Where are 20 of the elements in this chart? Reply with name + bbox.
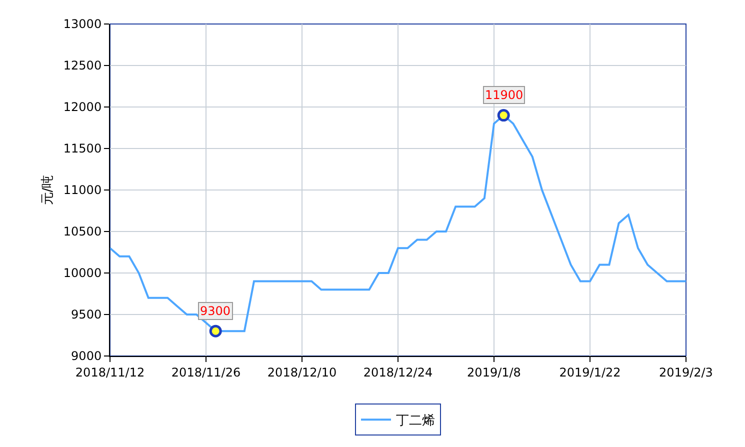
x-tick-label: 2019/1/22 — [559, 365, 621, 380]
x-tick-label: 2018/11/12 — [75, 365, 145, 380]
y-tick-label: 12000 — [63, 100, 102, 114]
y-tick-label: 9000 — [71, 349, 102, 364]
y-tick-label: 11000 — [63, 183, 102, 198]
y-tick-label: 10500 — [63, 224, 102, 239]
y-tick-label: 13000 — [63, 17, 102, 32]
y-tick-label: 11500 — [63, 142, 102, 156]
x-tick-label: 2018/12/24 — [363, 365, 433, 380]
y-tick-label: 9500 — [71, 308, 102, 322]
y-tick-label: 10000 — [63, 266, 102, 280]
y-tick-label: 12500 — [63, 58, 102, 73]
x-tick-label: 2018/12/10 — [267, 365, 337, 380]
y-axis-title: 元/吨 — [40, 174, 56, 206]
x-tick-label: 2019/1/8 — [467, 365, 521, 380]
x-tick-label: 2018/11/26 — [171, 365, 241, 380]
legend-label: 丁二烯 — [396, 414, 435, 429]
x-tick-label: 2019/2/3 — [659, 365, 713, 380]
data-label: 11900 — [485, 88, 524, 102]
data-label: 9300 — [200, 304, 231, 318]
